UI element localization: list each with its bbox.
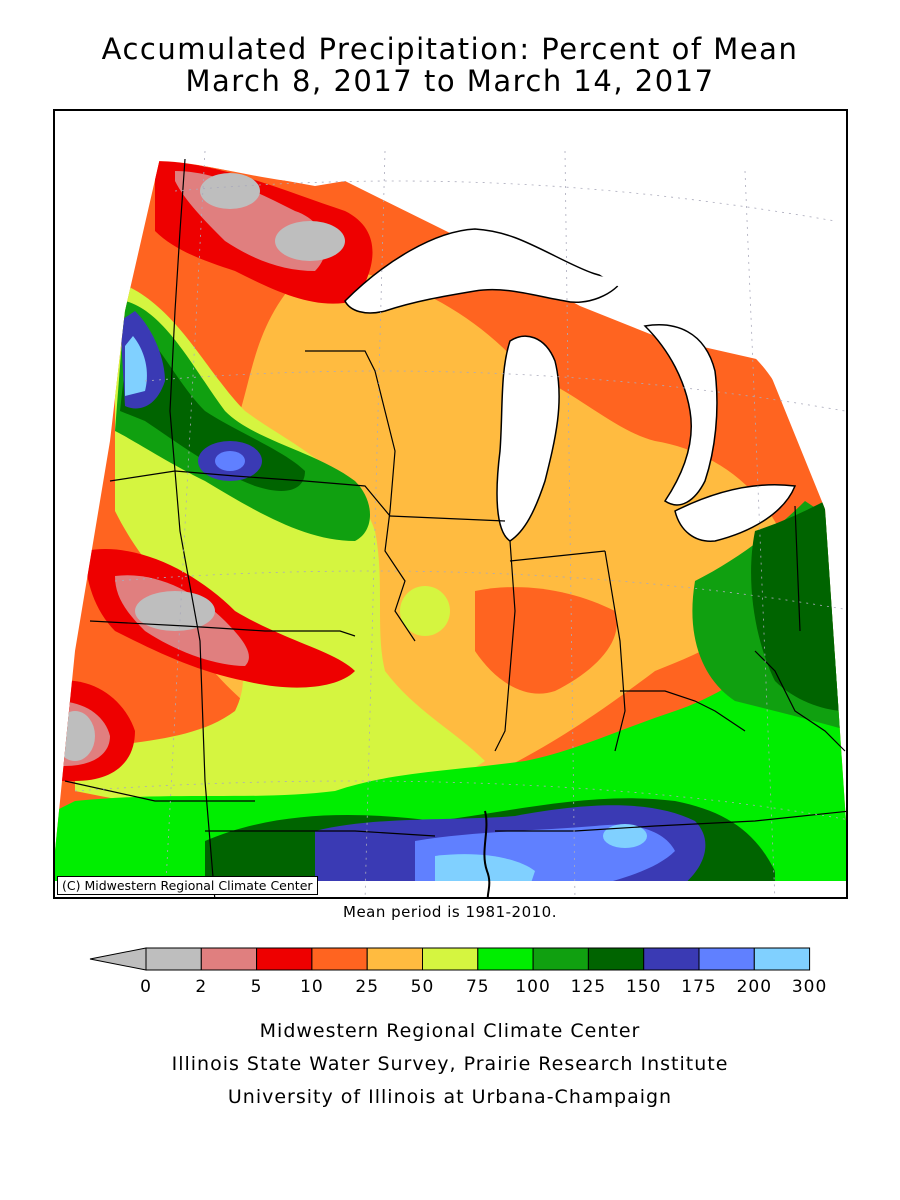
copyright-label: (C) Midwestern Regional Climate Center [57,876,318,895]
legend-tick-label: 175 [681,977,716,997]
great-lakes [344,228,797,542]
color-legend: 0 2 5 10 25 50 75 100 125 150 175 200 300 [89,947,827,997]
mississippi-river [483,810,491,897]
legend-tick-label: 100 [515,977,550,997]
mean-period-note: Mean period is 1981-2010. [343,903,557,921]
legend-color-box [643,947,700,971]
legend-color-box [422,947,479,971]
legend-color-box [200,947,258,971]
legend-tick-label: 125 [571,977,606,997]
legend-tick-label: 200 [737,977,772,997]
canada-region [155,111,846,509]
legend-color-box [753,947,811,971]
legend-color-box [587,947,645,971]
legend-color-box [477,947,534,971]
legend-tick-label: 75 [466,977,490,997]
legend-color-box [698,947,755,971]
legend-color-boxes [89,947,811,971]
lat-lon-grid [74,150,846,897]
legend-tick-label: 10 [300,977,324,997]
legend-color-box [256,947,313,971]
map-date-range: March 8, 2017 to March 14, 2017 [185,64,715,98]
legend-tick-label: 0 [140,977,152,997]
legend-color-box [311,947,368,971]
legend-color-box [145,947,202,971]
legend-tick-labels: 0 2 5 10 25 50 75 100 125 150 175 200 300 [140,977,827,997]
legend-tick-label: 5 [251,977,263,997]
legend-tick-label: 2 [195,977,207,997]
legend-color-box [366,947,424,971]
map-canvas [55,111,846,897]
legend-tick-label: 25 [355,977,379,997]
legend-tick-label: 300 [792,977,827,997]
credit-line-1: Midwestern Regional Climate Center [259,1020,641,1042]
map-title: Accumulated Precipitation: Percent of Me… [101,32,799,66]
credit-line-2: Illinois State Water Survey, Prairie Res… [171,1053,729,1075]
credit-line-3: University of Illinois at Urbana-Champai… [227,1086,673,1108]
legend-color-box [532,947,589,971]
state-boundaries [64,158,846,897]
legend-tick-label: 50 [411,977,435,997]
legend-tick-label: 150 [626,977,661,997]
legend-below-range-arrow [89,947,147,971]
precipitation-map: (C) Midwestern Regional Climate Center [53,109,848,899]
